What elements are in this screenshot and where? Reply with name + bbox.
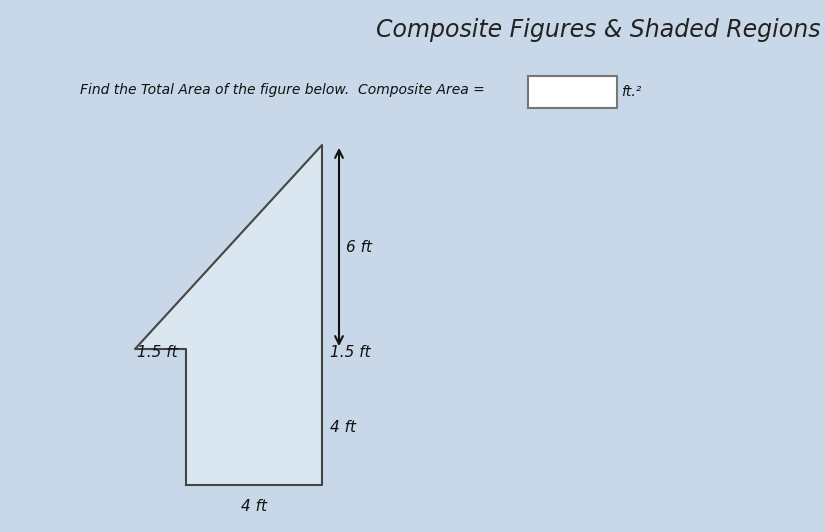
Polygon shape: [135, 145, 322, 485]
Text: ft.²: ft.²: [621, 85, 641, 99]
Text: 1.5 ft: 1.5 ft: [330, 345, 371, 360]
Text: 4 ft: 4 ft: [241, 498, 267, 513]
Text: Find the Total Area of the figure below.  Composite Area =: Find the Total Area of the figure below.…: [80, 83, 485, 97]
Text: 1.5 ft: 1.5 ft: [137, 345, 177, 360]
FancyBboxPatch shape: [528, 76, 617, 108]
Text: 6 ft: 6 ft: [346, 239, 372, 254]
Text: 4 ft: 4 ft: [330, 420, 356, 435]
Text: Composite Figures & Shaded Regions: Composite Figures & Shaded Regions: [375, 18, 820, 42]
